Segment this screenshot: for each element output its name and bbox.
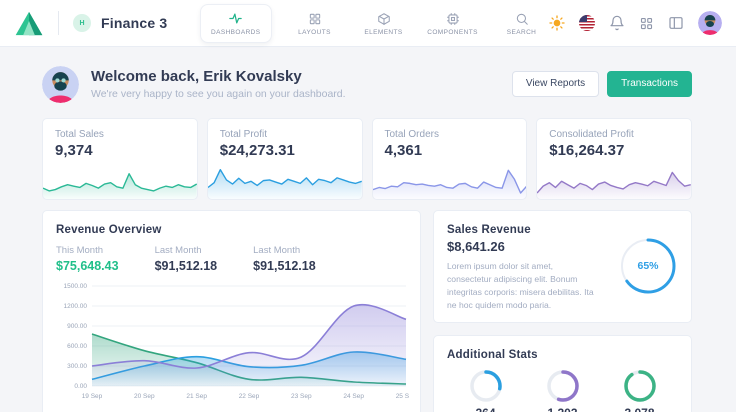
svg-text:1200.00: 1200.00 (64, 303, 88, 310)
sparkline-chart (537, 159, 691, 199)
stat-cards-row: Total Sales 9,374 Total Profit $24,273.3… (42, 118, 692, 200)
brand: H Finance 3 (14, 10, 167, 37)
mini-donut-chart (623, 370, 656, 402)
notifications-bell-icon[interactable] (609, 15, 625, 31)
additional-stat-value: 264 (475, 406, 495, 412)
activity-icon (228, 11, 243, 26)
additional-stat-item: 264 (447, 369, 524, 412)
company-logo-icon[interactable] (14, 10, 44, 37)
nav-search[interactable]: SEARCH (496, 12, 548, 36)
view-reports-button[interactable]: View Reports (511, 71, 600, 97)
stat-value: 9,374 (55, 142, 93, 159)
stat-value: 4,361 (384, 142, 423, 159)
topbar-actions (549, 11, 722, 35)
additional-stat-value: 1,203 (547, 406, 577, 412)
page-content: Welcome back, Erik Kovalsky We're very h… (0, 60, 736, 412)
nav-layouts[interactable]: LAYOUTS (289, 12, 341, 36)
welcome-avatar (42, 65, 79, 103)
additional-stat-item: 1,203 (524, 369, 601, 412)
rev-stat-value: $91,512.18 (253, 259, 316, 273)
svg-text:900.00: 900.00 (67, 323, 87, 330)
revenue-stats: This Month $75,648.43 Last Month $91,512… (56, 245, 407, 273)
sales-revenue-title: Sales Revenue (447, 224, 531, 236)
welcome-subtitle: We're very happy to see you again on you… (91, 88, 346, 100)
svg-text:22 Sep: 22 Sep (239, 393, 260, 400)
workspace-badge[interactable]: H (73, 14, 91, 32)
stat-card-total-orders: Total Orders 4,361 (371, 118, 528, 200)
grid-icon (308, 12, 322, 26)
svg-text:23 Sep: 23 Sep (291, 393, 312, 400)
sales-revenue-value: $8,641.26 (447, 239, 505, 254)
additional-stat-item: 3,078 (601, 369, 678, 412)
mini-donut-chart (546, 370, 579, 402)
top-navbar: H Finance 3 DASHBOARDS LAYOUTS ELEMENTS (0, 0, 736, 47)
stat-label: Total Orders (384, 129, 439, 140)
app-title: Finance 3 (101, 15, 168, 31)
user-avatar[interactable] (698, 11, 722, 35)
sparkline-chart (207, 159, 362, 199)
sales-revenue-donut: 65% (619, 237, 677, 295)
sales-revenue-percent: 65% (637, 260, 659, 272)
rev-stat-label: This Month (56, 245, 103, 256)
svg-text:0.00: 0.00 (74, 383, 87, 390)
welcome-title: Welcome back, Erik Kovalsky (91, 68, 302, 85)
nav-label: SEARCH (506, 28, 537, 36)
rev-stat-label: Last Month (253, 245, 301, 256)
nav-label: LAYOUTS (298, 28, 331, 36)
svg-text:21 Sep: 21 Sep (186, 393, 207, 400)
nav-label: COMPONENTS (427, 28, 478, 36)
svg-text:24 Sep: 24 Sep (343, 393, 364, 400)
rev-stat-value: $75,648.43 (56, 259, 119, 273)
stat-value: $16,264.37 (549, 142, 625, 159)
sparkline-chart (372, 159, 527, 199)
revenue-area-chart: 0.00 300.00 600.00 900.00 1200.00 1500.00 19 S… (64, 283, 417, 400)
apps-grid-icon[interactable] (639, 16, 654, 31)
sidebar-toggle-icon[interactable] (668, 15, 684, 31)
nav-dashboards[interactable]: DASHBOARDS (200, 4, 272, 43)
brand-divider (58, 11, 59, 35)
rev-stat-label: Last Month (154, 245, 202, 256)
mini-donut-chart (469, 370, 502, 402)
nav-label: ELEMENTS (364, 28, 403, 36)
svg-text:20 Sep: 20 Sep (134, 393, 155, 400)
transactions-button[interactable]: Transactions (607, 71, 692, 97)
svg-text:25 Sep: 25 Sep (396, 393, 409, 400)
svg-text:1500.00: 1500.00 (64, 283, 88, 290)
stat-label: Total Sales (55, 129, 104, 140)
svg-text:600.00: 600.00 (67, 343, 87, 350)
additional-stats-title: Additional Stats (447, 349, 538, 361)
sparkline-chart (43, 159, 197, 199)
rev-stat-value: $91,512.18 (154, 259, 218, 273)
welcome-section: Welcome back, Erik Kovalsky We're very h… (42, 60, 692, 108)
additional-stats-card: Additional Stats 264 1 (433, 335, 692, 412)
main-nav: DASHBOARDS LAYOUTS ELEMENTS COMPONENTS S… (200, 0, 548, 47)
cpu-icon (446, 12, 460, 26)
sales-revenue-card: Sales Revenue $8,641.26 Lorem ipsum dolo… (433, 210, 692, 323)
additional-stat-value: 3,078 (624, 406, 654, 412)
revenue-overview-title: Revenue Overview (56, 224, 162, 236)
nav-elements[interactable]: ELEMENTS (358, 12, 410, 36)
stat-card-consolidated-profit: Consolidated Profit $16,264.37 (536, 118, 692, 200)
nav-components[interactable]: COMPONENTS (427, 12, 479, 36)
sales-revenue-description: Lorem ipsum dolor sit amet, consectetur … (447, 261, 594, 310)
language-flag-icon[interactable] (579, 15, 595, 31)
nav-label: DASHBOARDS (211, 29, 261, 36)
stat-label: Consolidated Profit (549, 129, 634, 140)
search-icon (515, 12, 529, 26)
stat-value: $24,273.31 (219, 142, 295, 159)
stat-card-total-profit: Total Profit $24,273.31 (206, 118, 363, 200)
theme-sun-icon[interactable] (549, 15, 565, 31)
svg-text:300.00: 300.00 (67, 363, 87, 370)
stat-label: Total Profit (219, 129, 267, 140)
revenue-overview-card: Revenue Overview This Month $75,648.43 L… (42, 210, 421, 412)
svg-text:19 Sep: 19 Sep (82, 393, 103, 400)
stat-card-total-sales: Total Sales 9,374 (42, 118, 198, 200)
box-icon (377, 12, 391, 26)
